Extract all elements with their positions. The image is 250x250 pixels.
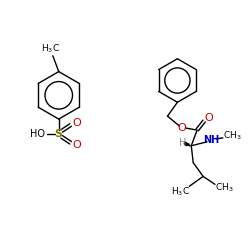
Text: H$_3$C: H$_3$C: [41, 42, 60, 55]
Text: CH$_3$: CH$_3$: [214, 181, 233, 194]
Text: O: O: [72, 140, 81, 150]
Text: HO: HO: [30, 129, 46, 139]
Text: CH$_3$: CH$_3$: [224, 130, 242, 142]
Text: S: S: [55, 129, 63, 139]
Text: H: H: [179, 138, 186, 148]
Text: H$_3$C: H$_3$C: [171, 185, 190, 198]
Text: O: O: [177, 123, 186, 133]
Text: NH: NH: [203, 135, 219, 145]
Text: O: O: [205, 113, 214, 123]
Text: O: O: [72, 118, 81, 128]
